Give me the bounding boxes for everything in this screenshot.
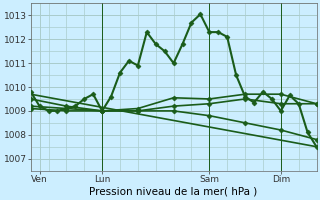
X-axis label: Pression niveau de la mer( hPa ): Pression niveau de la mer( hPa )	[90, 187, 258, 197]
